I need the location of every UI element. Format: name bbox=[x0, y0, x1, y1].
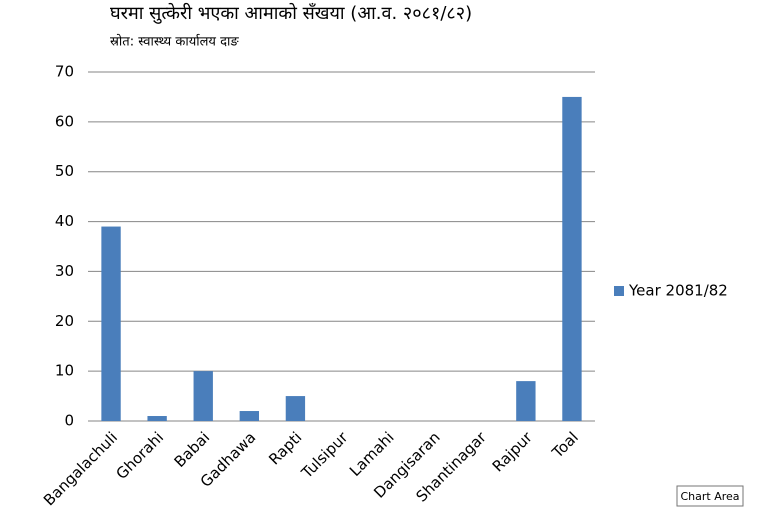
y-tick-label: 30 bbox=[55, 262, 74, 280]
bar bbox=[239, 411, 259, 421]
bar bbox=[147, 416, 167, 421]
chart-title: घरमा सुत्केरी भएका आमाको सँखया (आ.व. २०८… bbox=[110, 2, 472, 24]
chart-subtitle: स्रोत: स्वास्थ्य कार्यालय दाङ bbox=[110, 34, 239, 50]
y-tick-label: 60 bbox=[55, 112, 74, 130]
y-tick-label: 10 bbox=[55, 362, 74, 380]
legend-swatch bbox=[614, 286, 624, 296]
y-tick-label: 70 bbox=[55, 63, 74, 81]
bar bbox=[285, 396, 306, 421]
y-tick-label: 50 bbox=[55, 162, 74, 180]
tooltip-box bbox=[676, 485, 744, 507]
y-tick-label: 20 bbox=[55, 312, 74, 330]
tooltip: Chart Area bbox=[676, 485, 744, 507]
bar bbox=[101, 226, 121, 421]
y-tick-label: 40 bbox=[55, 212, 74, 230]
bar bbox=[562, 96, 582, 421]
bar bbox=[516, 381, 536, 421]
bar bbox=[193, 371, 213, 421]
legend-label: Year 2081/82 bbox=[628, 282, 728, 300]
tooltip-text: Chart Area bbox=[680, 490, 739, 503]
y-tick-label: 0 bbox=[64, 412, 74, 430]
